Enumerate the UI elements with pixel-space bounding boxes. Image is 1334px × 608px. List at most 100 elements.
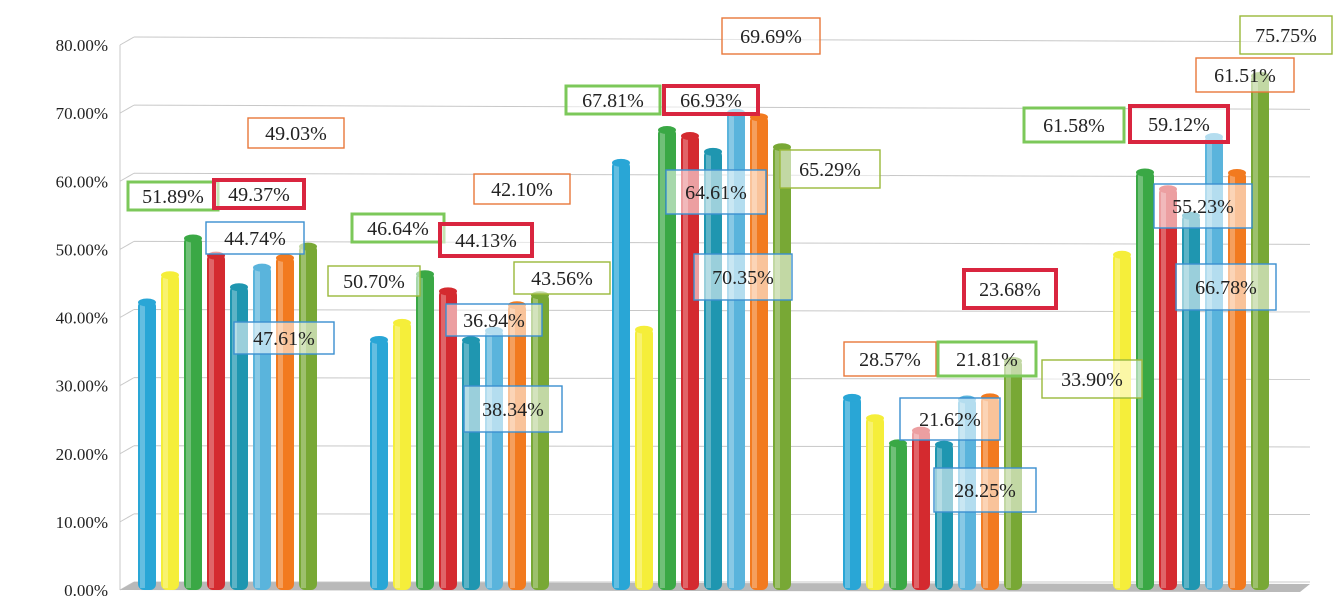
bar [1251,73,1269,590]
bar [184,236,202,590]
data-label-box [1128,104,1230,144]
data-label-box [1153,183,1253,229]
bar-highlight [1161,189,1166,588]
bar-highlight [1207,137,1212,588]
data-label: 70.35% [712,267,774,289]
bar [1159,187,1177,590]
bar [161,273,179,590]
data-label-box [473,173,571,205]
data-label-box [350,212,446,244]
bar-cap [230,283,248,292]
bar-cap [370,335,388,344]
bar-highlight [209,255,214,588]
bar-cap [1113,250,1131,259]
data-label: 55.23% [1172,196,1234,218]
data-label-box [445,303,543,337]
data-label: 65.29% [799,159,861,181]
y-tick-label: 60.00% [56,172,108,191]
bar-highlight [775,147,780,589]
bar-cap [276,253,294,262]
bar [912,428,930,590]
bar-highlight [937,444,942,588]
bar [416,272,434,590]
y-axis: 0.00% 10.00% 20.00% 30.00% 40.00% 50.00% 60.00… [56,36,121,600]
data-label-box [126,180,220,212]
data-label: 50.70% [343,271,405,293]
data-label-box [779,149,881,189]
data-label: 59.12% [1148,114,1210,136]
bar-cap [635,325,653,334]
data-label-box [513,261,611,295]
bar [658,128,676,590]
data-label-box [843,341,937,377]
data-label: 28.25% [954,480,1016,502]
bar-highlight [301,246,306,588]
bar-highlight [232,287,237,588]
bar [508,303,526,590]
bar [889,441,907,590]
y-tick-label: 0.00% [64,581,108,600]
bar-cap [866,414,884,423]
bar-highlight [1115,254,1120,588]
bar-highlight [706,151,711,589]
bar-cap [612,158,630,167]
data-label-box [463,385,563,433]
bar-highlight [418,274,423,588]
bar-cap [658,126,676,135]
bar-cap [253,263,271,272]
bar-highlight [845,397,850,588]
data-label: 66.78% [1195,277,1257,299]
bar-highlight [914,430,919,588]
gridline-depth [119,240,135,250]
bar [727,110,745,590]
bar [612,160,630,590]
data-label: 69.69% [740,26,802,48]
data-label-box [1022,106,1126,144]
data-label: 23.68% [979,279,1041,301]
data-label: 49.03% [265,123,327,145]
bar-cap [889,439,907,448]
bar-highlight [891,443,896,588]
data-labels: 51.89% 49.37% 44.74% 49.03% 50.70% 47.61% 46.6… [126,15,1333,513]
gridline-depth [119,377,135,387]
bar-highlight [752,117,757,588]
bar-cap [138,298,156,307]
bar [1205,135,1223,590]
bar-highlight [372,339,377,588]
bar-highlight [163,275,168,588]
bar-highlight [1253,75,1258,588]
bar [370,337,388,590]
bar-highlight [660,130,665,588]
bar-cap [773,143,791,152]
bar-highlight [464,340,469,588]
bar-highlight [637,329,642,588]
data-label-box [933,467,1037,513]
data-label-box [212,178,306,210]
data-label-box [1041,359,1143,399]
bar [207,253,225,590]
bar-cap [184,234,202,243]
data-label: 64.61% [685,182,747,204]
data-label: 36.94% [463,310,525,332]
bar [138,300,156,590]
bar-highlight [533,295,538,588]
gridline-depth [119,445,135,455]
bar-highlight [395,322,400,588]
data-label: 61.51% [1214,65,1276,87]
bar-highlight [1184,215,1189,589]
data-label-box [205,221,305,255]
bar-cap [681,132,699,141]
bar [635,327,653,590]
data-label: 67.81% [582,90,644,112]
bar-cap [161,271,179,280]
gridline-depth [119,513,135,523]
bar-cap [704,147,722,156]
y-tick-label: 10.00% [56,513,108,532]
data-label: 44.13% [455,230,517,252]
data-label: 21.62% [919,409,981,431]
bar [750,115,768,590]
bar [393,320,411,590]
data-label: 49.37% [228,184,290,206]
bar-cap [1228,168,1246,177]
y-tick-label: 70.00% [56,104,108,123]
